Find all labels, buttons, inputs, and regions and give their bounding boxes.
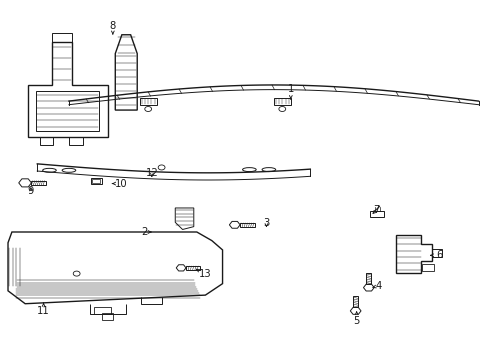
Bar	[92, 179, 100, 183]
Bar	[31, 181, 46, 185]
Bar	[366, 273, 370, 284]
Bar	[240, 223, 254, 226]
Text: 9: 9	[28, 186, 34, 197]
Bar	[273, 98, 290, 105]
Bar	[36, 91, 99, 131]
Bar	[91, 178, 102, 184]
Text: 1: 1	[287, 84, 293, 99]
Text: 6: 6	[429, 250, 442, 260]
Text: 3: 3	[263, 218, 269, 228]
Text: 2: 2	[141, 227, 151, 237]
Text: 4: 4	[372, 281, 381, 291]
Bar	[431, 249, 441, 257]
Text: 10: 10	[112, 179, 128, 189]
Bar	[69, 137, 82, 145]
Text: 8: 8	[109, 21, 116, 34]
Bar	[421, 264, 433, 271]
Bar	[185, 266, 199, 270]
Bar	[102, 314, 113, 320]
Bar	[369, 211, 383, 217]
Bar	[94, 307, 111, 314]
Bar	[140, 98, 157, 105]
Text: 5: 5	[353, 312, 359, 325]
Text: 12: 12	[145, 168, 158, 178]
Bar	[352, 296, 357, 307]
Text: 13: 13	[196, 269, 211, 279]
Text: 7: 7	[372, 206, 379, 216]
Bar	[52, 33, 72, 42]
Bar	[40, 137, 53, 145]
Text: 11: 11	[37, 303, 50, 316]
